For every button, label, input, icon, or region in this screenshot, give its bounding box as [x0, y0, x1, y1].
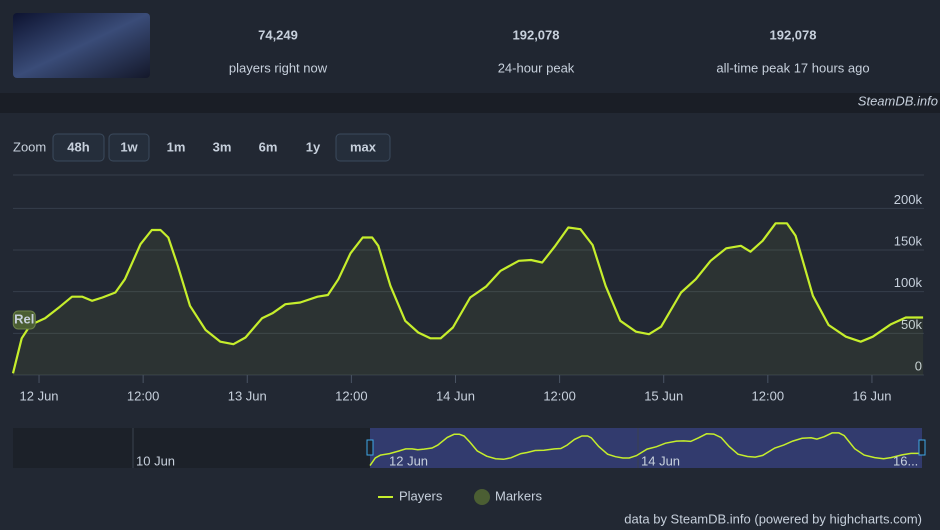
- navigator-label: 12 Jun: [389, 453, 428, 468]
- game-image: [13, 13, 150, 78]
- zoom-button[interactable]: [335, 133, 391, 162]
- navigator-handle[interactable]: [366, 439, 374, 456]
- x-tick-label: 15 Jun: [644, 388, 683, 403]
- y-tick-label: 0: [915, 358, 922, 373]
- zoom-button[interactable]: [52, 133, 105, 162]
- stat-label: 24-hour peak: [498, 60, 575, 75]
- y-tick-label: 150k: [894, 233, 923, 248]
- legend-label[interactable]: Players: [399, 488, 443, 503]
- area: [13, 223, 924, 375]
- y-tick-label: 100k: [894, 275, 923, 290]
- marker: [12, 310, 36, 330]
- y-tick-label: 200k: [894, 192, 923, 207]
- zoom-label: Zoom: [13, 139, 46, 154]
- stat-label: all-time peak 17 hours ago: [716, 60, 869, 75]
- stat-value: 74,249: [258, 27, 298, 42]
- navigator-label: 16...: [893, 453, 918, 468]
- navigator-label: 14 Jun: [641, 453, 680, 468]
- x-tick-label: 12 Jun: [20, 388, 59, 403]
- stat-value: 192,078: [770, 27, 817, 42]
- header: [0, 0, 940, 93]
- line: [11, 222, 924, 374]
- zoom-button-label: 6m: [259, 139, 278, 154]
- stat-value: 192,078: [513, 27, 560, 42]
- stat-label: players right now: [229, 60, 328, 75]
- legend-label[interactable]: Markers: [495, 488, 542, 503]
- y-tick-label: 50k: [901, 317, 922, 332]
- x-tick-label: 16 Jun: [852, 388, 891, 403]
- zoom-button-label: 1y: [306, 139, 321, 154]
- marker-label: Rel: [14, 311, 34, 326]
- x-tick-label: 12:00: [752, 388, 785, 403]
- brand: SteamDB.info: [858, 93, 938, 108]
- navigator-line: [369, 432, 922, 467]
- zoom-button-label: 3m: [213, 139, 232, 154]
- credits: data by SteamDB.info (powered by highcha…: [624, 511, 922, 526]
- x-tick-label: 12:00: [543, 388, 576, 403]
- x-tick-label: 12:00: [335, 388, 368, 403]
- navigator-label: 10 Jun: [136, 453, 175, 468]
- zoom-button-label[interactable]: 48h: [67, 139, 89, 154]
- x-tick-label: 12:00: [127, 388, 160, 403]
- x-tick-label: 13 Jun: [228, 388, 267, 403]
- navigator-handle[interactable]: [918, 439, 926, 456]
- zoom-button-label: 1m: [167, 139, 186, 154]
- x-tick-label: 14 Jun: [436, 388, 475, 403]
- zoom-button[interactable]: [108, 133, 150, 162]
- legend-swatch: [474, 489, 490, 505]
- zoom-button-label[interactable]: 1w: [120, 139, 138, 154]
- zoom-button-label[interactable]: max: [350, 139, 377, 154]
